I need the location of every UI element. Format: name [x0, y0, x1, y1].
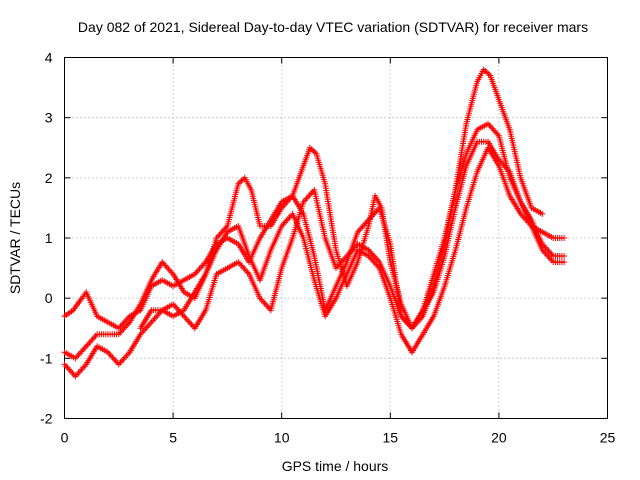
- x-axis-label: GPS time / hours: [282, 458, 389, 474]
- y-tick-label: 1: [45, 230, 53, 246]
- series-line: [139, 68, 543, 330]
- y-axis-label: SDTVAR / TECUs: [7, 182, 23, 294]
- series-track-b: [61, 144, 568, 362]
- data-point-marker: [561, 235, 568, 241]
- data-point-marker: [539, 210, 546, 217]
- series-track-d: [137, 66, 546, 332]
- axis-ticks: 0 5 10 15 20 25 -2 -1 0 1 2 3 4: [40, 50, 615, 446]
- x-tick-label: 10: [274, 430, 290, 446]
- x-tick-label: 20: [491, 430, 507, 446]
- data-series: [61, 66, 568, 380]
- data-point-marker: [561, 253, 568, 259]
- y-tick-label: 3: [45, 110, 53, 126]
- grid-lines: [64, 57, 608, 419]
- y-tick-label: 2: [45, 170, 53, 186]
- data-point-marker: [561, 259, 568, 266]
- y-tick-label: 4: [45, 50, 53, 66]
- x-tick-label: 25: [600, 430, 616, 446]
- y-tick-label: -1: [40, 350, 53, 366]
- y-tick-label: 0: [45, 290, 53, 306]
- x-tick-label: 0: [61, 430, 69, 446]
- chart-title: Day 082 of 2021, Sidereal Day-to-day VTE…: [78, 19, 588, 35]
- x-tick-label: 5: [169, 430, 177, 446]
- y-tick-label: -2: [40, 411, 53, 427]
- x-tick-label: 15: [383, 430, 399, 446]
- plot-frame: [64, 57, 608, 419]
